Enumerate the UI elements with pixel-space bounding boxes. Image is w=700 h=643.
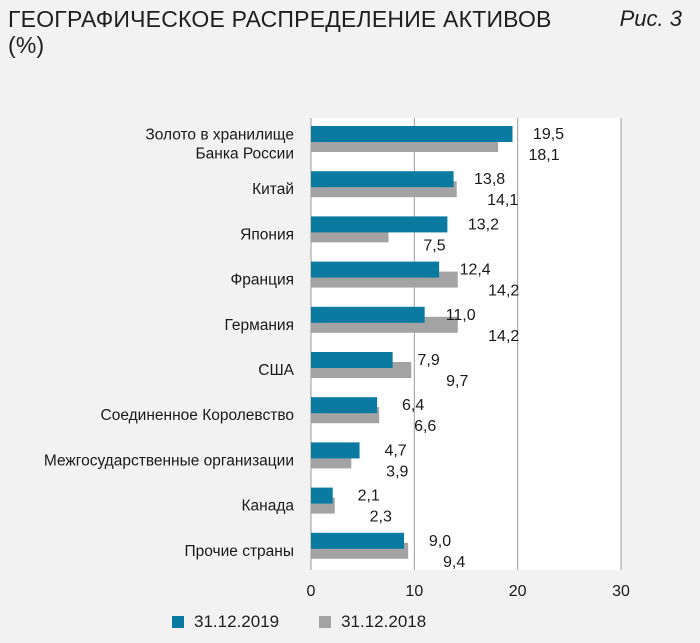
- bar-2019-0: [311, 126, 513, 142]
- legend-item-2019: 31.12.2019: [172, 612, 279, 632]
- value-label-2018-5: 9,7: [446, 373, 468, 390]
- value-label-2019-4: 11,0: [446, 307, 476, 324]
- bar-2019-2: [311, 216, 448, 233]
- bar-2019-5: [311, 352, 393, 368]
- value-label-2019-6: 6,4: [402, 397, 424, 414]
- x-tick-labels: 0 10 20 30: [307, 583, 630, 600]
- category-label-0-line0: Золото в хранилище: [145, 127, 294, 144]
- value-label-2018-3: 14,2: [488, 283, 519, 300]
- value-label-2018-6: 6,6: [414, 418, 436, 435]
- value-label-2019-1: 13,8: [474, 171, 505, 188]
- legend-swatch-2018: [319, 616, 332, 628]
- legend-item-2018: 31.12.2018: [319, 612, 426, 632]
- value-label-2019-0: 19,5: [533, 126, 564, 143]
- value-label-2018-8: 2,3: [370, 509, 392, 526]
- category-label-9: Прочие страны: [185, 543, 295, 560]
- chart-title-line2: (%): [8, 32, 45, 58]
- category-label-2: Япония: [240, 226, 294, 243]
- value-label-2019-8: 2,1: [358, 488, 380, 505]
- bar-2019-9: [311, 532, 404, 549]
- x-tick-label-10: 10: [405, 583, 423, 600]
- category-label-0-line1: Банка России: [196, 146, 295, 163]
- value-label-2018-2: 7,5: [423, 237, 445, 254]
- value-label-2019-7: 4,7: [384, 442, 406, 459]
- legend-swatch-2019: [172, 616, 184, 628]
- x-tick-label-0: 0: [307, 583, 316, 600]
- category-label-4: Германия: [225, 317, 295, 334]
- value-label-2018-9: 9,4: [443, 554, 465, 571]
- value-labels: 19,5 18,1 13,8 14,1 13,2 7,5 12,4 14,2 11,0 14,2 7…: [358, 126, 565, 571]
- value-label-2018-1: 14,1: [487, 192, 518, 209]
- category-label-7: Межгосударственные организации: [44, 452, 294, 469]
- chart-title: ГЕОГРАФИЧЕСКОЕ РАСПРЕДЕЛЕНИЕ АКТИВОВ (%): [8, 6, 568, 58]
- category-labels: Золото в хранилище Банка России Китай Япони…: [44, 127, 295, 560]
- legend: 31.12.2019 31.12.2018: [172, 612, 426, 632]
- category-label-3: Франция: [230, 272, 294, 289]
- bar-2019-1: [311, 171, 454, 188]
- chart-title-line1: ГЕОГРАФИЧЕСКОЕ РАСПРЕДЕЛЕНИЕ АКТИВОВ: [8, 6, 552, 32]
- value-label-2018-7: 3,9: [386, 463, 408, 480]
- bar-2019-3: [311, 261, 440, 278]
- x-tick-label-30: 30: [612, 583, 630, 600]
- value-label-2019-5: 7,9: [418, 352, 440, 369]
- category-label-5: США: [258, 362, 294, 379]
- value-label-2019-2: 13,2: [468, 216, 499, 233]
- category-label-8: Канада: [242, 498, 295, 515]
- value-label-2018-0: 18,1: [528, 147, 559, 164]
- legend-label-2018: 31.12.2018: [341, 612, 427, 631]
- legend-label-2019: 31.12.2019: [194, 612, 280, 631]
- value-label-2018-4: 14,2: [488, 328, 519, 345]
- category-label-6: Соединенное Королевство: [101, 407, 294, 424]
- value-label-2019-9: 9,0: [429, 533, 451, 550]
- bar-2019-8: [311, 487, 333, 504]
- value-label-2019-3: 12,4: [460, 262, 491, 279]
- bar-2019-6: [311, 397, 378, 414]
- bars: [311, 126, 513, 559]
- category-label-1: Китай: [252, 181, 294, 198]
- figure-label: Рис. 3: [619, 6, 682, 31]
- bar-2019-7: [311, 442, 360, 459]
- x-tick-label-20: 20: [509, 583, 527, 600]
- bar-2019-4: [311, 306, 425, 323]
